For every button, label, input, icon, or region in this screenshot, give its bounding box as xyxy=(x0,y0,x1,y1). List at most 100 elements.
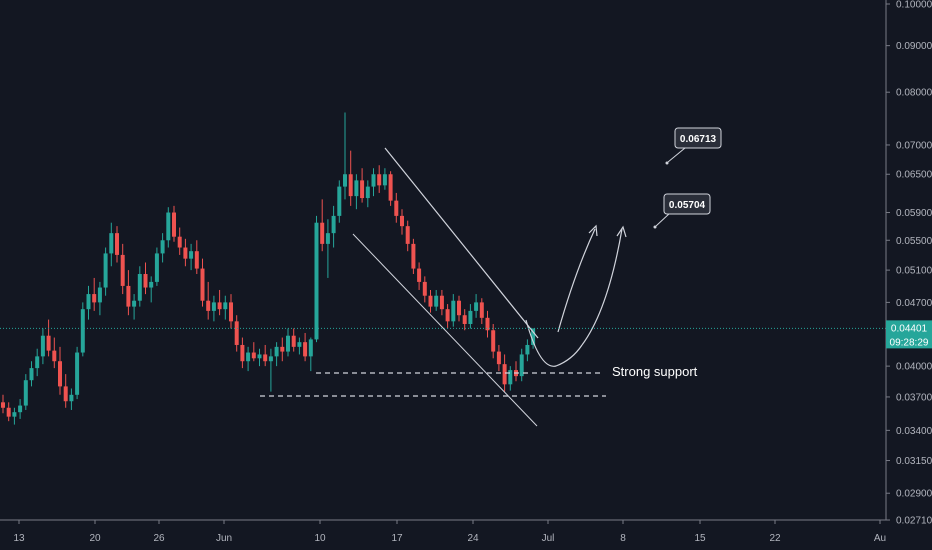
candle-down[interactable] xyxy=(115,233,119,255)
candle-up[interactable] xyxy=(451,300,456,322)
candle-down[interactable] xyxy=(183,247,188,259)
candle-up[interactable] xyxy=(268,356,273,362)
candle-up[interactable] xyxy=(274,346,279,357)
candle-down[interactable] xyxy=(229,302,233,322)
candle-down[interactable] xyxy=(194,251,199,269)
candle-up[interactable] xyxy=(103,253,108,288)
candle-down[interactable] xyxy=(445,309,450,322)
candle-down[interactable] xyxy=(462,315,467,324)
candle-down[interactable] xyxy=(280,346,285,352)
candle-up[interactable] xyxy=(18,405,23,413)
candle-up[interactable] xyxy=(286,335,290,352)
candle-down[interactable] xyxy=(496,351,501,365)
candle-up[interactable] xyxy=(519,354,524,377)
candle-down[interactable] xyxy=(348,174,353,197)
candle-down[interactable] xyxy=(303,342,308,357)
projection-curve-base[interactable] xyxy=(525,319,583,367)
candle-down[interactable] xyxy=(234,321,239,345)
candle-down[interactable] xyxy=(126,285,131,307)
candle-down[interactable] xyxy=(360,180,365,199)
candle-down[interactable] xyxy=(6,407,11,417)
upper-trendline[interactable] xyxy=(384,147,539,339)
candle-up[interactable] xyxy=(434,295,439,307)
candle-down[interactable] xyxy=(143,274,148,288)
candle-down[interactable] xyxy=(422,281,427,296)
candle-up[interactable] xyxy=(29,368,34,381)
candle-up[interactable] xyxy=(189,251,194,259)
candle-down[interactable] xyxy=(200,268,205,301)
candle-up[interactable] xyxy=(69,394,74,402)
candle-down[interactable] xyxy=(92,294,97,303)
candle-up[interactable] xyxy=(531,328,536,345)
candle-down[interactable] xyxy=(63,386,68,402)
candle-up[interactable] xyxy=(365,186,370,199)
candle-down[interactable] xyxy=(502,364,507,385)
candle-down[interactable] xyxy=(177,236,182,248)
candle-down[interactable] xyxy=(417,268,422,282)
candle-down[interactable] xyxy=(457,300,461,316)
candle-up[interactable] xyxy=(325,233,330,244)
candle-up[interactable] xyxy=(97,287,102,303)
projection-arrow-b[interactable] xyxy=(581,228,623,346)
candle-up[interactable] xyxy=(154,253,159,282)
candle-down[interactable] xyxy=(263,354,268,362)
candle-down[interactable] xyxy=(217,302,222,310)
candle-up[interactable] xyxy=(331,215,336,234)
candle-down[interactable] xyxy=(172,212,176,237)
candle-down[interactable] xyxy=(52,350,57,362)
candle-down[interactable] xyxy=(405,226,410,244)
candle-down[interactable] xyxy=(411,243,416,269)
candle-up[interactable] xyxy=(354,180,359,197)
candle-up[interactable] xyxy=(35,356,40,369)
candle-up[interactable] xyxy=(23,380,28,406)
candle-down[interactable] xyxy=(206,300,211,311)
candle-up[interactable] xyxy=(468,310,473,324)
candle-up[interactable] xyxy=(308,339,313,357)
candle-up[interactable] xyxy=(297,342,302,347)
candle-down[interactable] xyxy=(485,317,490,331)
candle-down[interactable] xyxy=(428,295,433,307)
candle-up[interactable] xyxy=(382,174,387,186)
candle-up[interactable] xyxy=(337,186,342,216)
price-axis[interactable]: 0.10000 0.09000 0.08000 0.07000 0.06500 0.059… xyxy=(885,0,932,527)
candle-down[interactable] xyxy=(46,335,51,351)
candle-up[interactable] xyxy=(257,354,262,359)
candle-up[interactable] xyxy=(160,240,165,254)
candle-up[interactable] xyxy=(474,302,479,311)
candle-down[interactable] xyxy=(251,352,256,359)
candle-up[interactable] xyxy=(371,174,376,187)
candle-down[interactable] xyxy=(479,302,484,318)
candle-up[interactable] xyxy=(12,412,17,417)
candle-down[interactable] xyxy=(394,200,399,216)
candle-up[interactable] xyxy=(525,344,530,355)
candle-down[interactable] xyxy=(439,295,444,310)
candle-up[interactable] xyxy=(132,300,137,307)
candle-up[interactable] xyxy=(166,212,171,241)
candle-up[interactable] xyxy=(80,309,85,353)
candle-up[interactable] xyxy=(343,174,347,187)
candle-up[interactable] xyxy=(86,294,91,310)
candle-down[interactable] xyxy=(400,215,404,227)
candle-down[interactable] xyxy=(291,335,296,347)
lower-trendline[interactable] xyxy=(352,233,538,427)
candle-down[interactable] xyxy=(58,361,62,387)
candle-up[interactable] xyxy=(109,233,114,254)
candle-down[interactable] xyxy=(491,330,496,352)
candle-up[interactable] xyxy=(223,302,228,310)
candle-up[interactable] xyxy=(508,370,513,385)
candle-down[interactable] xyxy=(388,174,393,201)
candle-down[interactable] xyxy=(377,174,382,186)
candle-up[interactable] xyxy=(40,335,45,357)
candle-down[interactable] xyxy=(240,344,245,362)
candle-up[interactable] xyxy=(246,352,251,362)
candle-down[interactable] xyxy=(120,254,125,286)
candle-up[interactable] xyxy=(137,274,142,301)
candle-up[interactable] xyxy=(314,222,319,340)
candle-up[interactable] xyxy=(149,281,154,288)
target-callout-high[interactable]: 0.06713 xyxy=(665,127,722,165)
candle-down[interactable] xyxy=(1,402,5,408)
time-axis[interactable]: 13 20 26 Jun 10 17 24 Jul 8 15 22 Au xyxy=(0,519,886,544)
candle-up[interactable] xyxy=(211,302,216,311)
